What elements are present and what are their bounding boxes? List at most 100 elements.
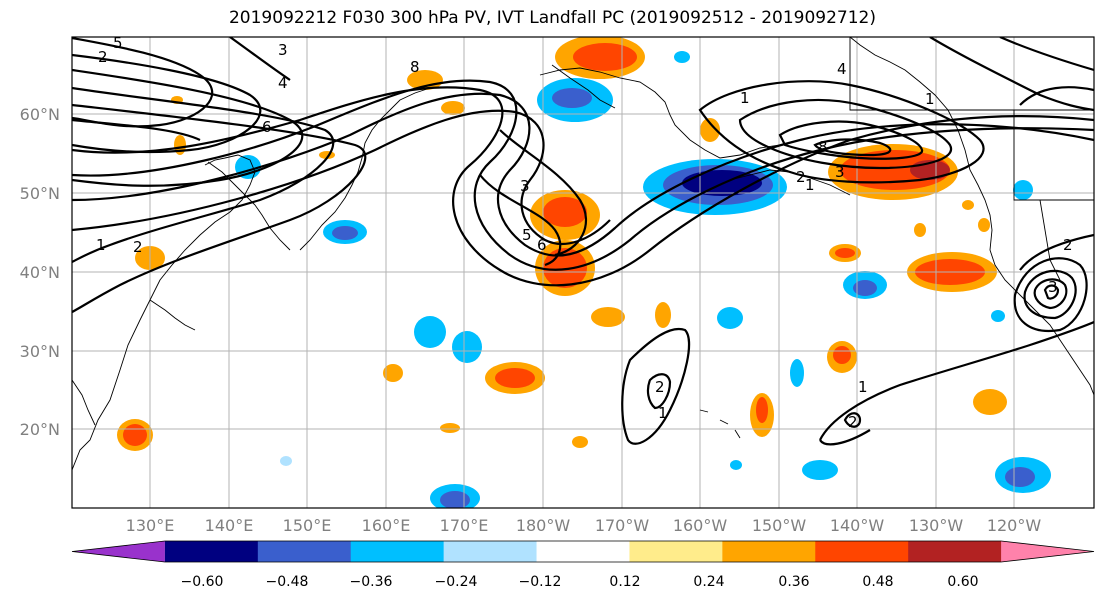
anomaly-positive: [978, 218, 990, 232]
anomaly-negative-strong: [853, 280, 877, 296]
anomaly-negative-strong: [1005, 467, 1035, 487]
lon-label: 130°W: [909, 516, 964, 535]
anomaly-positive: [700, 118, 720, 142]
anomaly-positive-strong: [123, 424, 147, 446]
anomaly-positive: [591, 307, 625, 327]
anomaly-negative: [802, 460, 838, 480]
map-title: 2019092212 F030 300 hPa PV, IVT Landfall…: [228, 8, 876, 28]
contour-label: 1: [658, 404, 668, 422]
colorbar-segment: [629, 541, 723, 562]
anomaly-negative: [414, 316, 446, 348]
lon-label: 130°E: [126, 516, 175, 535]
anomaly-positive-strong: [573, 43, 637, 71]
contour-label: 2: [98, 48, 108, 66]
colorbar-extend-low: [72, 541, 165, 562]
contour-label: 8: [818, 138, 828, 156]
anomaly-positive-strong: [495, 368, 535, 388]
anomaly-positive: [441, 101, 465, 115]
latitude-labels: 60°N 50°N 40°N 30°N 20°N: [20, 105, 60, 439]
anomaly-positive-strong: [835, 248, 855, 258]
colorbar-tick-label: 0.48: [862, 574, 893, 590]
lat-label: 60°N: [20, 105, 60, 124]
contour-label: 5: [522, 226, 532, 244]
colorbar: [71, 540, 1095, 563]
anomaly-positive: [383, 364, 403, 382]
colorbar-tick-label: −0.48: [266, 574, 309, 590]
anomaly-positive: [440, 423, 460, 433]
colorbar-tick-label: 0.60: [947, 574, 978, 590]
anomaly-positive: [962, 200, 974, 210]
colorbar-segment: [815, 541, 909, 562]
anomaly-positive-strong: [543, 248, 587, 288]
contour-label: 1: [858, 378, 868, 396]
colorbar-segment: [722, 541, 816, 562]
contour-label: 1: [96, 236, 106, 254]
anomaly-negative: [1013, 180, 1033, 200]
colorbar-tick-labels: −0.60 −0.48 −0.36 −0.24 −0.12 0.12 0.24 …: [181, 574, 979, 590]
lon-label: 150°E: [283, 516, 332, 535]
lat-label: 40°N: [20, 263, 60, 282]
contour-label: 4: [278, 74, 288, 92]
contour-label: 3: [278, 41, 288, 59]
lon-label: 180°W: [516, 516, 571, 535]
lon-label: 170°W: [595, 516, 650, 535]
map-frame: [71, 36, 1095, 509]
colorbar-segment: [257, 541, 352, 562]
lon-label: 160°W: [673, 516, 728, 535]
anomaly-negative: [730, 460, 742, 470]
colorbar-segment: [908, 541, 1002, 562]
anomaly-positive-strong: [756, 397, 768, 423]
lon-label: 150°W: [752, 516, 807, 535]
colorbar-extend-high: [1001, 541, 1094, 562]
anomaly-negative: [991, 310, 1005, 322]
contour-label: 2: [1063, 236, 1073, 254]
contour-label: 2: [848, 413, 858, 431]
contour-labels: 5 2 3 4 6 1 2 3 5 6 8 4 1 1 2 3 8 1 2 2 …: [96, 37, 1073, 431]
colorbar-tick-label: −0.12: [519, 574, 562, 590]
contour-label: 8: [410, 58, 420, 76]
anomaly-negative: [280, 456, 292, 466]
contour-label: 2: [133, 238, 143, 256]
colorbar-tick-label: −0.24: [435, 574, 478, 590]
colorbar-tick-label: 0.12: [609, 574, 640, 590]
anomaly-positive: [572, 436, 588, 448]
colorbar-tick-label: 0.36: [778, 574, 809, 590]
contour-label: 6: [537, 236, 547, 254]
colorbar-tick-label: 0.24: [693, 574, 724, 590]
contour-label: 4: [837, 60, 847, 78]
colorbar-segment: [536, 541, 630, 562]
lon-label: 140°W: [830, 516, 885, 535]
contour-label: 1: [740, 89, 750, 107]
anomaly-negative: [790, 359, 804, 387]
anomaly-positive: [655, 302, 671, 328]
colorbar-segment: [443, 541, 538, 562]
contours: [72, 37, 1094, 446]
colorbar-segment: [350, 541, 445, 562]
colorbar-outline: [71, 540, 1095, 563]
contour-label: 3: [835, 163, 845, 181]
colorbar-segment: [164, 541, 259, 562]
longitude-labels: 130°E 140°E 150°E 160°E 170°E 180°W 170°…: [126, 516, 1042, 535]
anomaly-negative: [717, 307, 743, 329]
anomaly-negative-strong: [440, 491, 470, 508]
anomaly-positive: [914, 223, 926, 237]
lon-label: 140°E: [205, 516, 254, 535]
anomaly-negative-strong: [552, 88, 592, 108]
anomaly-positive-strong: [543, 197, 587, 227]
contour-label: 3: [520, 177, 530, 195]
anomaly-positive-strong: [833, 346, 851, 364]
contour-label: 2: [796, 168, 806, 186]
lat-label: 20°N: [20, 420, 60, 439]
contour-label: 6: [262, 118, 272, 136]
lat-label: 50°N: [20, 184, 60, 203]
contour-label: 1: [805, 176, 815, 194]
contour-label: 2: [655, 378, 665, 396]
colorbar-tick-label: −0.60: [181, 574, 224, 590]
contour-label: 1: [925, 90, 935, 108]
anomaly-negative: [452, 331, 482, 363]
colorbar-tick-label: −0.36: [350, 574, 393, 590]
anomaly-negative-strong: [332, 226, 358, 240]
contour-label: 3: [1048, 278, 1058, 296]
lon-label: 170°E: [440, 516, 489, 535]
